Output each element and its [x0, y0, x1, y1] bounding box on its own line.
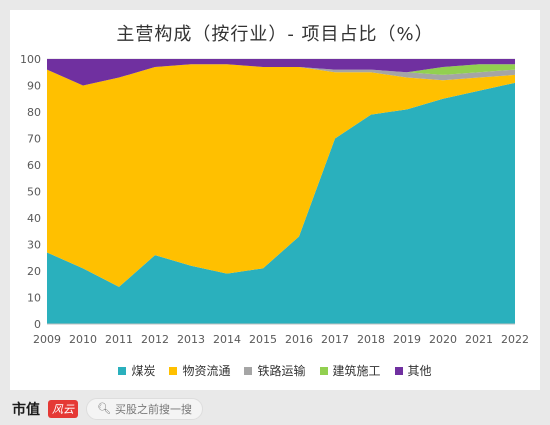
legend-swatch — [394, 366, 403, 375]
legend-label: 其他 — [407, 364, 432, 378]
x-tick-label: 2018 — [357, 333, 385, 346]
search-prompt[interactable]: 🔍︎ 买股之前搜一搜 — [86, 397, 203, 420]
chart-legend: 煤炭 物资流通 铁路运输 建筑施工 其他 — [10, 362, 540, 379]
search-icon: 🔍︎ — [97, 402, 111, 415]
x-tick-label: 2015 — [249, 333, 277, 346]
legend-label: 煤炭 — [131, 364, 156, 378]
area-series-其他 — [47, 59, 515, 86]
chart-title: 主营构成（按行业）- 项目占比（%） — [116, 24, 434, 45]
y-tick-label: 30 — [27, 239, 41, 252]
x-tick-label: 2020 — [429, 333, 457, 346]
y-tick-label: 100 — [20, 53, 41, 66]
x-tick-label: 2014 — [213, 333, 241, 346]
legend-swatch — [118, 366, 127, 375]
y-tick-label: 20 — [27, 265, 41, 278]
legend-item: 物资流通 — [169, 362, 230, 379]
y-tick-label: 60 — [27, 159, 41, 172]
brand-logo-text: 市值 — [12, 401, 40, 418]
y-tick-label: 10 — [27, 292, 41, 305]
x-tick-label: 2017 — [321, 333, 349, 346]
x-tick-label: 2010 — [69, 333, 97, 346]
search-prompt-text: 买股之前搜一搜 — [114, 402, 192, 416]
legend-swatch — [244, 366, 253, 375]
x-tick-label: 2009 — [33, 333, 61, 346]
x-tick-label: 2022 — [501, 333, 529, 346]
y-tick-label: 80 — [27, 106, 41, 119]
x-tick-label: 2019 — [393, 333, 421, 346]
legend-item: 其他 — [394, 362, 432, 379]
area-series-铁路运输 — [47, 64, 515, 86]
area-series-建筑施工 — [47, 64, 515, 86]
x-tick-label: 2012 — [141, 333, 169, 346]
y-tick-label: 40 — [27, 212, 41, 225]
legend-label: 物资流通 — [182, 364, 231, 378]
x-tick-label: 2013 — [177, 333, 205, 346]
chart-card: 主营构成（按行业）- 项目占比（%） 0 10 20 30 40 50 60 70 80 90 10… — [10, 10, 540, 390]
x-tick-label: 2021 — [465, 333, 493, 346]
y-tick-label: 90 — [27, 80, 41, 93]
area-series-煤炭 — [47, 82, 515, 324]
area-chart: 0 10 20 30 40 50 60 70 80 90 100 2009 2010 2011 2012 20… — [20, 53, 529, 346]
y-tick-label: 70 — [27, 133, 41, 146]
legend-item: 建筑施工 — [319, 362, 381, 379]
y-tick-label: 50 — [27, 186, 41, 199]
brand-logo-badge: 风云 — [48, 399, 78, 418]
legend-swatch — [169, 366, 178, 375]
legend-swatch — [319, 366, 328, 375]
footer-bar: 市值 风云 🔍︎ 买股之前搜一搜 — [0, 392, 550, 425]
legend-item: 煤炭 — [118, 362, 155, 379]
legend-label: 建筑施工 — [332, 364, 381, 378]
y-tick-label: 0 — [34, 318, 41, 331]
area-series-物资流通 — [47, 64, 515, 287]
x-tick-label: 2011 — [105, 333, 133, 346]
legend-label: 铁路运输 — [257, 364, 306, 378]
legend-item: 铁路运输 — [244, 362, 306, 379]
x-tick-label: 2016 — [285, 333, 313, 346]
